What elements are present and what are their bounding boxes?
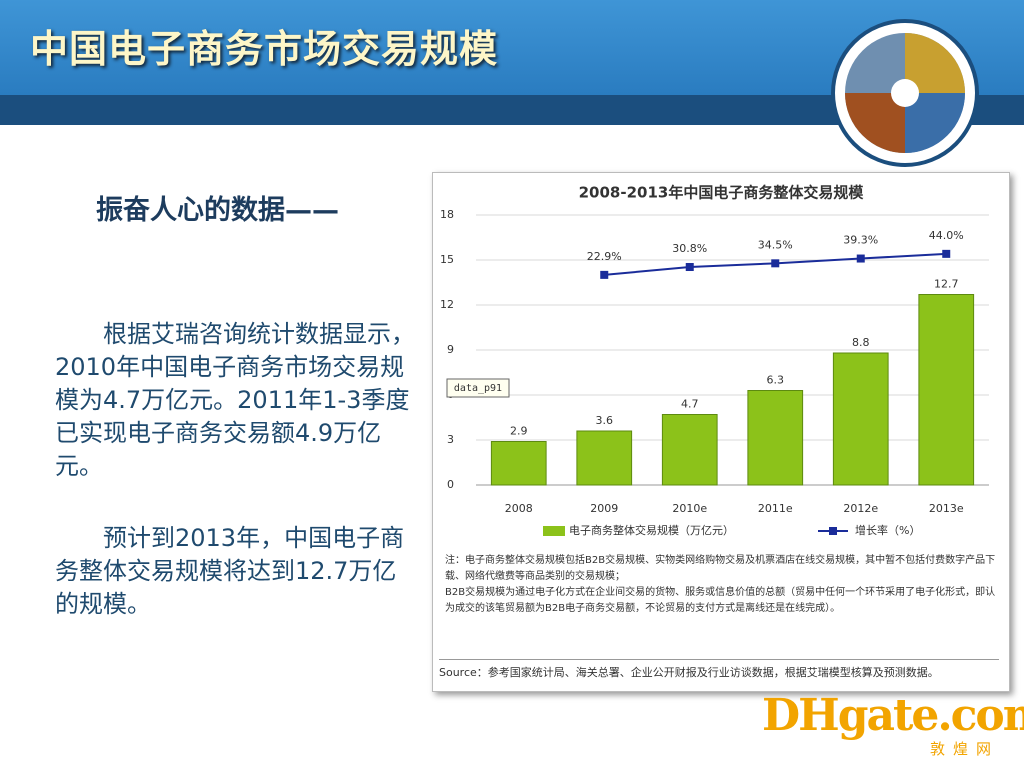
bar	[576, 430, 633, 486]
slide-title: 中国电子商务市场交易规模	[30, 27, 499, 71]
y-tick-label: 3	[447, 433, 454, 446]
growth-point	[771, 259, 780, 268]
y-tick-label: 9	[447, 343, 454, 356]
chart-notes: 注：电子商务整体交易规模包括B2B交易规模、实物类网络购物交易及机票酒店在线交易…	[445, 553, 997, 617]
legend-label: 增长率（%）	[855, 523, 920, 537]
logo-subtitle: 敦煌网	[930, 740, 1000, 758]
legend-label: 电子商务整体交易规模（万亿元）	[569, 523, 734, 537]
chart-frame: 2008-2013年中国电子商务整体交易规模 03691215182.92008…	[432, 172, 1010, 692]
bar	[490, 441, 547, 486]
growth-value-label: 22.9%	[587, 250, 622, 263]
bar	[661, 414, 718, 486]
bar-value-label: 12.7	[934, 278, 959, 291]
growth-point	[685, 263, 694, 272]
growth-point	[600, 270, 609, 279]
y-tick-label: 18	[440, 208, 454, 221]
growth-point	[942, 249, 951, 258]
paragraph: 根据艾瑞咨询统计数据显示，2010年中国电子商务市场交易规模为4.7万亿元。20…	[55, 320, 415, 480]
bar-value-label: 8.8	[852, 336, 870, 349]
y-tick-label: 0	[447, 478, 454, 491]
bar	[747, 390, 804, 486]
header-photo-circle	[831, 19, 979, 167]
bar	[832, 352, 889, 486]
bar-value-label: 2.9	[510, 425, 528, 438]
bar-value-label: 4.7	[681, 398, 699, 411]
bar-value-label: 6.3	[767, 374, 785, 387]
x-tick-label: 2008	[505, 502, 533, 515]
note: B2B交易规模为通过电子化方式在企业间交易的货物、服务或信息价值的总额（贸易中任…	[445, 587, 996, 614]
legend-swatch	[543, 526, 565, 536]
chart-source: Source：参考国家统计局、海关总署、企业公开财报及行业访谈数据，根据艾瑞模型…	[439, 659, 999, 680]
chart: 2008-2013年中国电子商务整体交易规模 03691215182.92008…	[440, 184, 989, 537]
growth-value-label: 30.8%	[672, 242, 707, 255]
annotation-box	[446, 378, 510, 398]
chart-title: 2008-2013年中国电子商务整体交易规模	[579, 184, 865, 202]
logo: DHgate.com	[762, 690, 1024, 741]
paragraph: 预计到2013年，中国电子商务整体交易规模将达到12.7万亿的规模。	[55, 524, 405, 618]
x-tick-label: 2010e	[672, 502, 707, 515]
annotation: data_p91	[454, 383, 502, 394]
growth-value-label: 44.0%	[929, 229, 964, 242]
x-tick-label: 2011e	[758, 502, 793, 515]
y-tick-label: 12	[440, 298, 454, 311]
bar	[918, 294, 975, 486]
x-tick-label: 2013e	[929, 502, 964, 515]
legend-marker	[829, 527, 837, 535]
x-tick-label: 2012e	[843, 502, 878, 515]
note: 注：电子商务整体交易规模包括B2B交易规模、实物类网络购物交易及机票酒店在线交易…	[445, 555, 996, 582]
bar-value-label: 3.6	[596, 414, 614, 427]
growth-value-label: 39.3%	[843, 234, 878, 247]
y-tick-label: 15	[440, 253, 454, 266]
growth-value-label: 34.5%	[758, 238, 793, 251]
x-tick-label: 2009	[590, 502, 618, 515]
growth-point	[856, 254, 865, 263]
subtitle: 振奋人心的数据——	[96, 195, 339, 226]
